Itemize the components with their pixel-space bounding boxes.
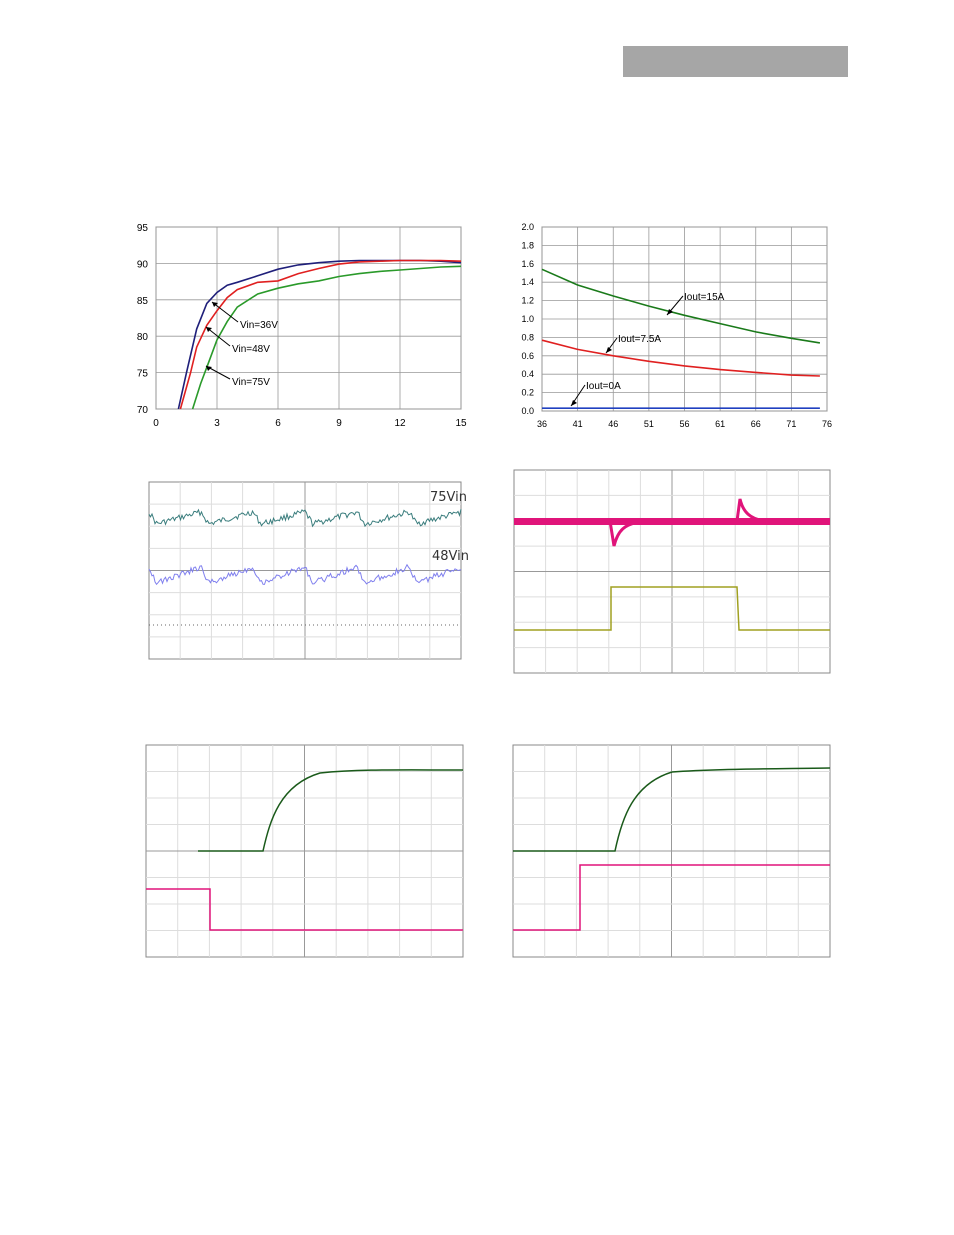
- y-tick-label: 80: [137, 332, 149, 343]
- arrow-head: [212, 302, 218, 307]
- x-tick-label: 76: [822, 419, 832, 429]
- series-line: [541, 268, 821, 344]
- annotation-label: Iout=7.5A: [618, 334, 661, 345]
- y-tick-label: 70: [137, 405, 149, 416]
- y-tick-label: 1.2: [521, 296, 534, 306]
- y-tick-label: 1.4: [521, 277, 534, 287]
- annotation-label: Iout=0A: [586, 381, 621, 392]
- y-tick-label: 1.0: [521, 314, 534, 324]
- startup-scope-left: [145, 744, 464, 958]
- arrow-head: [606, 347, 612, 353]
- ripple-trace: [148, 563, 462, 586]
- y-tick-label: 2.0: [521, 222, 534, 232]
- ripple-scope: 75Vin 48Vin: [148, 481, 469, 660]
- arrow-head: [571, 400, 577, 406]
- y-tick-label: 95: [137, 223, 149, 234]
- y-tick-label: 0.0: [521, 406, 534, 416]
- x-tick-label: 66: [751, 419, 761, 429]
- x-tick-label: 0: [153, 418, 159, 429]
- y-tick-label: 75: [137, 369, 149, 380]
- input-trace: [146, 888, 463, 931]
- y-tick-label: 90: [137, 259, 149, 270]
- annotation-label: Vin=36V: [240, 320, 278, 331]
- ripple-label-48vin: 48Vin: [432, 549, 469, 564]
- output-voltage-trace: [513, 767, 831, 852]
- y-tick-label: 0.6: [521, 351, 534, 361]
- y-tick-label: 0.4: [521, 369, 534, 379]
- x-tick-label: 6: [275, 418, 281, 429]
- x-tick-label: 61: [715, 419, 725, 429]
- series-line: [179, 259, 462, 410]
- startup-scope-right: [512, 744, 831, 958]
- x-tick-label: 3: [214, 418, 220, 429]
- x-tick-label: 12: [394, 418, 406, 429]
- efficiency-chart: 0 3 6 9 12 15 95 90 85 80 75 70 Vin=36V Vin=48V Vin=75…: [137, 223, 467, 429]
- arrow-head: [206, 327, 212, 332]
- power-dissipation-chart: 36 41 46 51 56 61 66 71 76 2.0 1.8 1.6 1.4 1.2 1.0 0.8 0…: [521, 222, 832, 429]
- series-line: [191, 265, 462, 410]
- ripple-label-75vin: 75Vin: [430, 490, 467, 505]
- x-tick-label: 71: [786, 419, 796, 429]
- x-tick-label: 36: [537, 419, 547, 429]
- enable-trace: [513, 864, 830, 931]
- annotation-arrow: [211, 301, 239, 323]
- x-tick-label: 56: [679, 419, 689, 429]
- y-tick-label: 1.6: [521, 259, 534, 269]
- annotation-arrow: [205, 326, 231, 347]
- annotation-label: Vin=48V: [232, 344, 270, 355]
- annotation-label: Iout=15A: [684, 292, 725, 303]
- overshoot: [735, 498, 766, 523]
- output-voltage-trace: [514, 518, 830, 525]
- annotation-label: Vin=75V: [232, 377, 270, 388]
- y-tick-label: 85: [137, 296, 149, 307]
- y-tick-label: 0.2: [521, 388, 534, 398]
- x-tick-label: 41: [573, 419, 583, 429]
- y-tick-label: 0.8: [521, 332, 534, 342]
- y-tick-label: 1.8: [521, 240, 534, 250]
- x-tick-label: 9: [336, 418, 342, 429]
- x-tick-label: 46: [608, 419, 618, 429]
- header-bar: [623, 46, 848, 77]
- series-line: [541, 339, 820, 377]
- ripple-trace: [148, 508, 462, 528]
- undershoot: [608, 520, 641, 547]
- x-tick-label: 51: [644, 419, 654, 429]
- arrow-head: [206, 366, 212, 371]
- plot-area: [155, 226, 462, 410]
- transient-scope: [513, 469, 831, 674]
- arrow-head: [667, 309, 673, 315]
- x-tick-label: 15: [455, 418, 467, 429]
- output-voltage-trace: [198, 769, 464, 852]
- load-current-trace: [514, 586, 830, 631]
